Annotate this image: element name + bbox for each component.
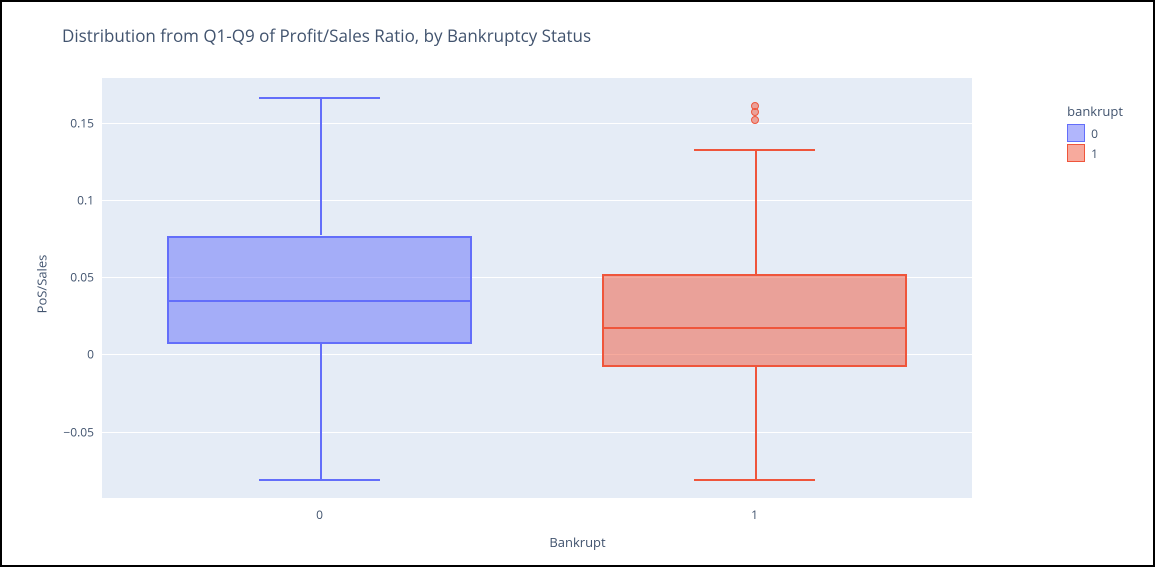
- whisker-cap-0: [259, 97, 381, 99]
- whisker-lower-1: [755, 367, 757, 480]
- plot-area[interactable]: −0.0500.050.10.1501: [102, 78, 972, 498]
- gridline: [102, 432, 972, 433]
- y-tick-label: 0: [87, 346, 94, 363]
- chart-title: Distribution from Q1-Q9 of Profit/Sales …: [62, 24, 591, 47]
- median-0: [167, 300, 472, 302]
- gridline: [102, 123, 972, 124]
- legend-swatch-icon: [1067, 144, 1085, 162]
- legend-item-1[interactable]: 1: [1067, 144, 1123, 162]
- whisker-upper-1: [755, 149, 757, 274]
- legend-item-0[interactable]: 0: [1067, 124, 1123, 142]
- box-0[interactable]: [167, 236, 472, 344]
- outlier-1[interactable]: [751, 116, 759, 124]
- whisker-lower-0: [320, 344, 322, 480]
- x-tick-label: 1: [751, 506, 758, 523]
- legend-label: 0: [1091, 125, 1098, 142]
- legend-swatch-icon: [1067, 124, 1085, 142]
- median-1: [602, 327, 907, 329]
- legend: bankrupt 0 1: [1067, 102, 1123, 162]
- outlier-1[interactable]: [751, 102, 759, 110]
- gridline: [102, 200, 972, 201]
- legend-label: 1: [1091, 145, 1098, 162]
- x-tick-label: 0: [316, 506, 323, 523]
- whisker-upper-0: [320, 97, 322, 236]
- y-tick-label: 0.15: [70, 114, 94, 131]
- box-1[interactable]: [602, 274, 907, 367]
- legend-title: bankrupt: [1067, 102, 1123, 120]
- y-axis-label: PoS/Sales: [32, 254, 50, 313]
- y-tick-label: −0.05: [63, 423, 94, 440]
- chart-frame: Distribution from Q1-Q9 of Profit/Sales …: [0, 0, 1155, 567]
- y-tick-label: 0.05: [70, 269, 94, 286]
- whisker-cap-1: [694, 479, 816, 481]
- whisker-cap-0: [259, 479, 381, 481]
- x-axis-label: Bankrupt: [549, 533, 605, 551]
- y-tick-label: 0.1: [77, 191, 94, 208]
- whisker-cap-1: [694, 149, 816, 151]
